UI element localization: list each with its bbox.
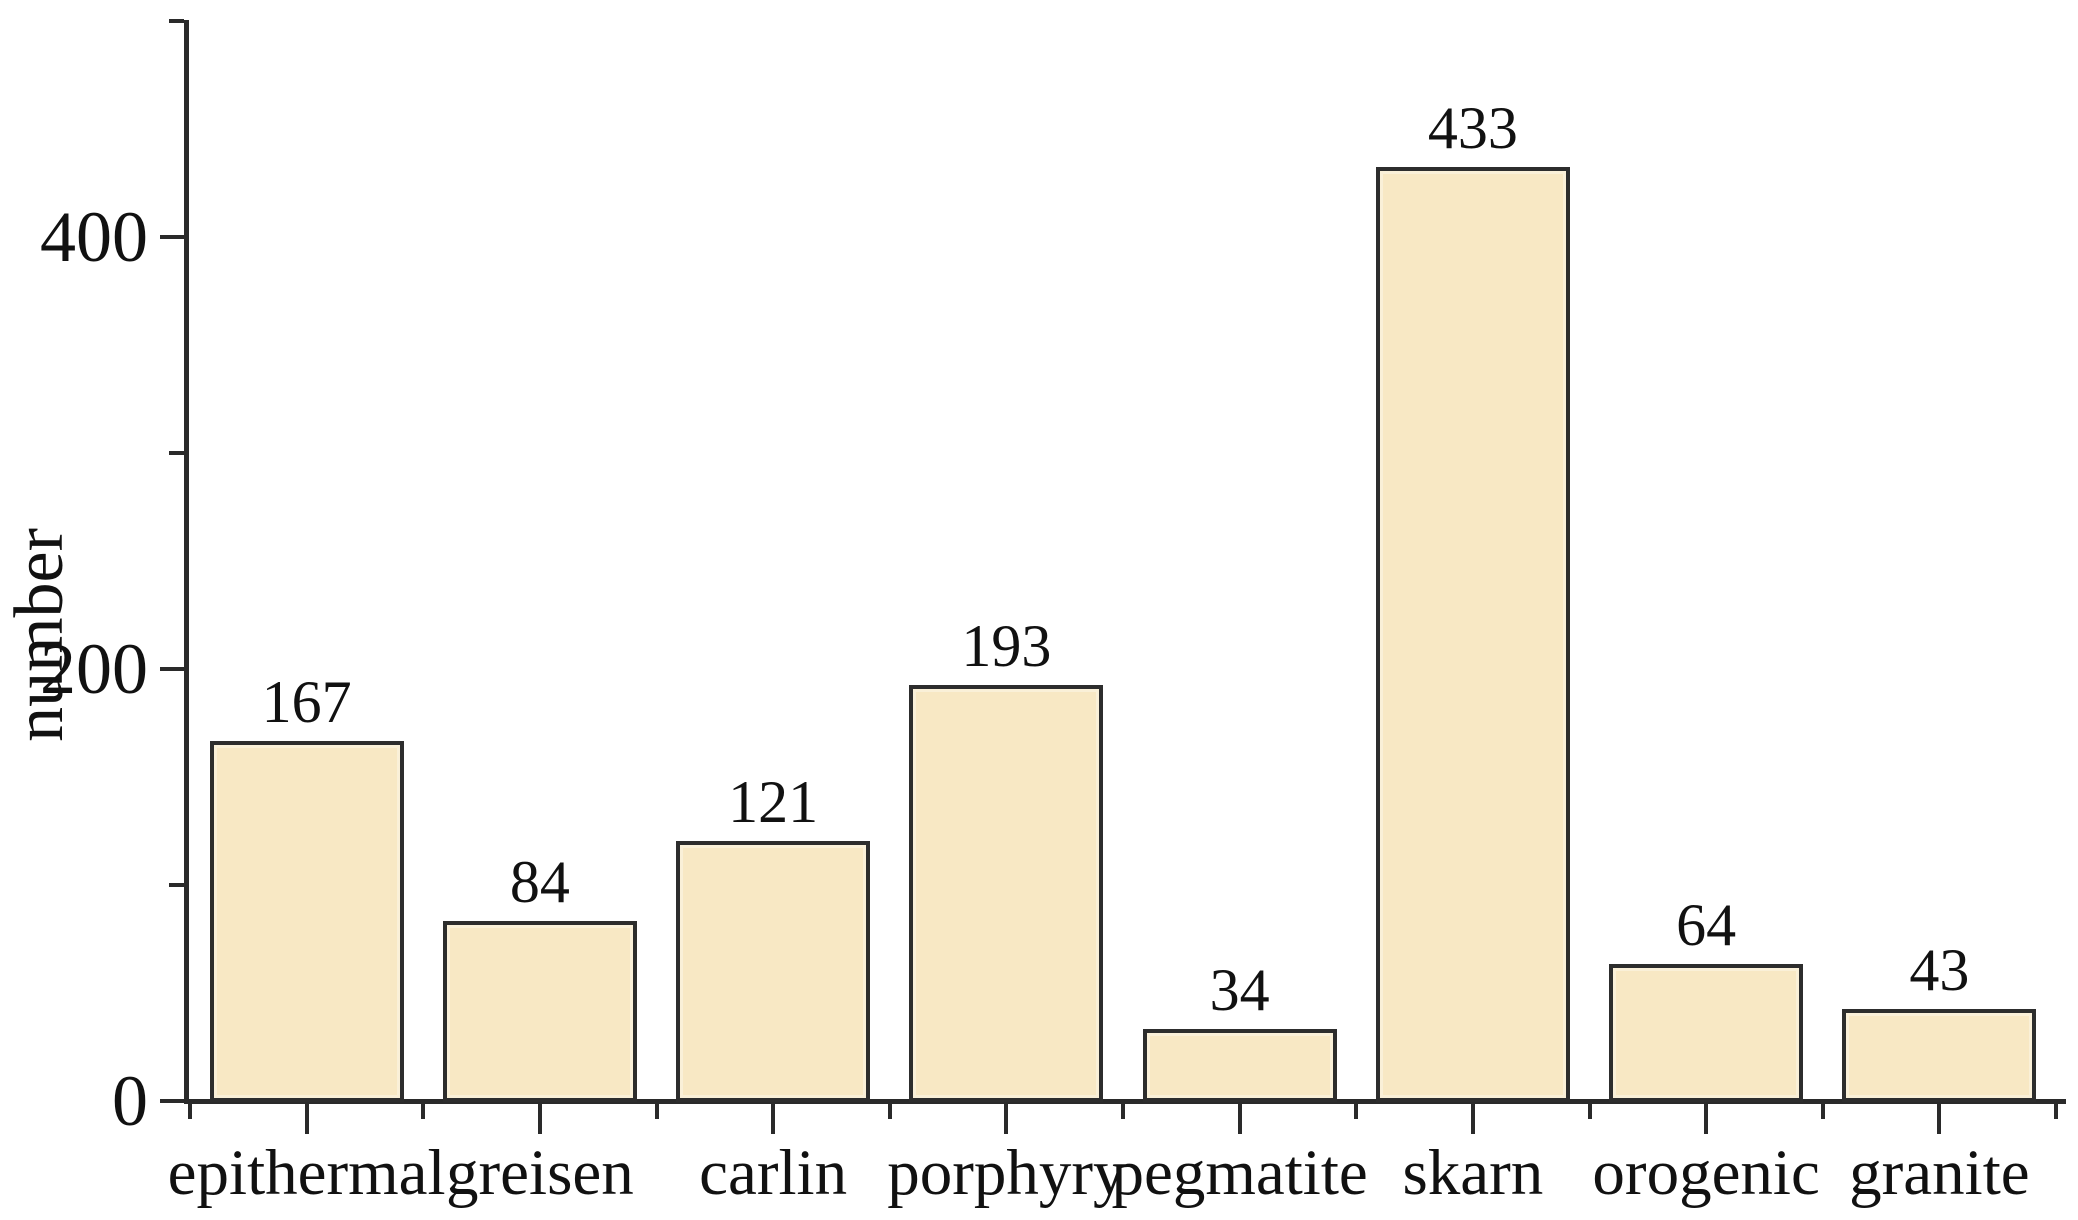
y-minor-tick [169, 451, 184, 455]
bar-value-label: 433 [1427, 95, 1518, 161]
x-boundary-tick [654, 1104, 659, 1119]
x-center-tick [1004, 1104, 1009, 1134]
bar-value-label: 167 [261, 669, 352, 735]
y-tick-label: 200 [40, 629, 148, 709]
bar-value-label: 34 [1209, 957, 1270, 1023]
x-center-tick [537, 1104, 542, 1134]
bar-value-label: 121 [728, 769, 819, 835]
bar-value-label: 84 [509, 849, 570, 915]
bar-granite [1842, 1009, 2037, 1102]
y-axis-line [184, 20, 189, 1104]
x-tick-label-epithermal: epithermal [167, 1137, 446, 1209]
y-major-tick [160, 1099, 184, 1103]
bar-epithermal [209, 741, 404, 1102]
y-major-tick [160, 667, 184, 671]
x-tick-label-skarn: skarn [1402, 1137, 1544, 1209]
x-tick-label-granite: granite [1849, 1137, 2030, 1209]
x-axis-line [184, 1099, 2066, 1104]
x-tick-label-carlin: carlin [699, 1137, 848, 1209]
x-boundary-tick [887, 1104, 892, 1119]
x-tick-label-porphyry: porphyry [887, 1137, 1126, 1209]
y-tick-label: 0 [112, 1061, 148, 1141]
x-center-tick [1704, 1104, 1709, 1134]
x-center-tick [1937, 1104, 1942, 1134]
x-boundary-tick [1820, 1104, 1825, 1119]
bar-greisen [442, 921, 637, 1102]
bar-value-label: 64 [1676, 892, 1737, 958]
x-boundary-tick [1354, 1104, 1359, 1119]
x-tick-label-pegmatite: pegmatite [1111, 1137, 1368, 1209]
y-minor-tick [169, 883, 184, 887]
bar-orogenic [1609, 964, 1804, 1102]
x-tick-label-greisen: greisen [446, 1137, 634, 1209]
x-boundary-tick [421, 1104, 426, 1119]
x-boundary-tick [2054, 1104, 2058, 1119]
y-major-tick [160, 235, 184, 239]
bar-value-label: 43 [1909, 937, 1970, 1003]
bar-pegmatite [1142, 1029, 1337, 1102]
bar-value-label: 193 [961, 613, 1052, 679]
bar-porphyry [909, 685, 1104, 1102]
y-tick-label: 400 [40, 197, 148, 277]
x-center-tick [1470, 1104, 1475, 1134]
x-boundary-tick [188, 1104, 192, 1119]
y-minor-tick [169, 19, 184, 23]
x-tick-label-orogenic: orogenic [1592, 1137, 1820, 1209]
x-center-tick [304, 1104, 309, 1134]
bar-skarn [1375, 167, 1570, 1102]
bar-carlin [676, 841, 871, 1102]
x-boundary-tick [1587, 1104, 1592, 1119]
x-center-tick [771, 1104, 776, 1134]
x-boundary-tick [1121, 1104, 1125, 1119]
x-center-tick [1237, 1104, 1242, 1134]
